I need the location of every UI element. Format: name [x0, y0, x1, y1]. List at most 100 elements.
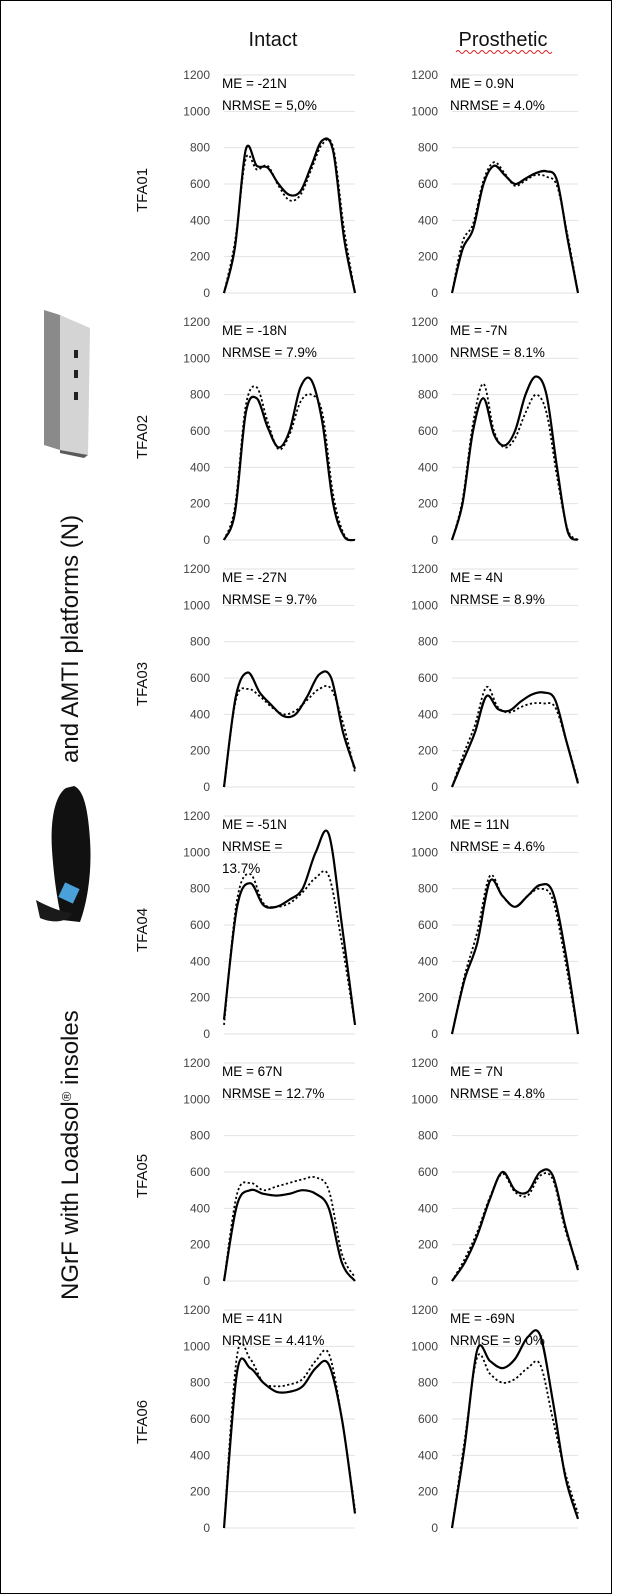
- series-line-dotted: [451, 1172, 579, 1282]
- y-tick-label: 200: [418, 744, 438, 758]
- y-label-part2: insoles: [57, 1010, 84, 1091]
- series-line-solid: [450, 1329, 580, 1529]
- y-tick-label: 1200: [411, 315, 438, 329]
- y-tick-label: 200: [190, 497, 210, 511]
- series-line-dotted: [223, 385, 356, 541]
- y-tick-label: 1200: [411, 1303, 438, 1317]
- chart-panel-tfa03-intact: TFA03 0 200 400 600 800 1000 1200 ME = -27N NRMSE…: [134, 562, 357, 794]
- y-tick-label: 400: [418, 213, 438, 227]
- amti-force-platform-icon: [44, 310, 90, 458]
- y-tick-label: 800: [418, 388, 438, 402]
- series-line-solid: [222, 670, 357, 788]
- y-tick-label: 400: [418, 1201, 438, 1215]
- y-tick-label: 1200: [183, 562, 210, 576]
- y-tick-label: 1200: [411, 809, 438, 823]
- annotation-text: ME = -69N: [450, 1311, 515, 1326]
- y-tick-label: 800: [418, 141, 438, 155]
- series-line-solid: [222, 376, 356, 542]
- y-tick-label: 1000: [183, 104, 210, 118]
- y-label-part3: and AMTI platforms (N): [57, 515, 84, 763]
- y-tick-label: 0: [431, 533, 438, 547]
- y-tick-label: 400: [418, 1448, 438, 1462]
- chart-panel-tfa02-prosthetic: 0 200 400 600 800 1000 1200 ME = -7N NRMSE = 8.1…: [411, 315, 579, 547]
- chart-panel-tfa05-prosthetic: 0 200 400 600 800 1000 1200 ME = 7N NRMSE = 4.8%: [411, 1056, 580, 1288]
- y-tick-label: 600: [418, 1412, 438, 1426]
- annotation-text: ME = 7N: [450, 1064, 503, 1079]
- y-tick-label: 400: [190, 1201, 210, 1215]
- chart-panel-tfa01-prosthetic: 0 200 400 600 800 1000 1200 ME = 0.9N NRMSE = 4.…: [411, 68, 580, 300]
- y-label-part1: NGrF with Loadsol: [57, 1101, 84, 1300]
- row-label: TFA05: [134, 1154, 151, 1198]
- series-line-solid: [450, 164, 580, 294]
- y-tick-label: 1000: [183, 598, 210, 612]
- y-tick-label: 0: [203, 286, 210, 300]
- row-label: TFA04: [134, 908, 151, 952]
- series-line-solid: [450, 878, 580, 1035]
- series-line-dotted: [451, 382, 579, 541]
- y-tick-label: 400: [190, 954, 210, 968]
- row-label: TFA02: [134, 415, 151, 459]
- y-tick-label: 400: [190, 1448, 210, 1462]
- annotation-text: ME = 67N: [222, 1064, 282, 1079]
- series-line-dotted: [451, 686, 579, 788]
- series-line-dotted: [451, 1353, 579, 1529]
- y-tick-label: 400: [190, 707, 210, 721]
- y-tick-label: 1000: [183, 1339, 210, 1353]
- y-tick-label: 800: [190, 635, 210, 649]
- y-tick-label: 600: [190, 671, 210, 685]
- y-tick-label: 1200: [183, 809, 210, 823]
- series-line-dotted: [223, 870, 356, 1026]
- annotation-text: NRMSE = 4.0%: [450, 98, 545, 113]
- y-tick-label: 800: [190, 388, 210, 402]
- annotation-text: NRMSE = 7.9%: [222, 345, 317, 360]
- chart-panel-tfa06-prosthetic: 0 200 400 600 800 1000 1200 ME = -69N NRMSE = 9.…: [411, 1303, 580, 1535]
- annotation-text: ME = -21N: [222, 76, 287, 91]
- annotation-text: NRMSE =: [222, 839, 283, 854]
- y-tick-label: 1000: [411, 598, 438, 612]
- annotation-text: NRMSE = 8.9%: [450, 592, 545, 607]
- y-tick-label: 200: [418, 1238, 438, 1252]
- loadsol-insole-icon: [36, 786, 91, 922]
- y-tick-label: 1200: [183, 1056, 210, 1070]
- annotation-text: ME = 0.9N: [450, 76, 514, 91]
- y-tick-label: 1200: [183, 68, 210, 82]
- series-line-solid: [450, 691, 580, 788]
- chart-panel-tfa02-intact: TFA02 0 200 400 600 800 1000 1200 ME = -18N NRMSE…: [134, 315, 356, 547]
- y-label-registered: ®: [59, 1091, 74, 1101]
- y-tick-label: 1000: [411, 845, 438, 859]
- y-tick-label: 400: [190, 213, 210, 227]
- y-tick-label: 1000: [183, 845, 210, 859]
- chart-panel-tfa01-intact: TFA01 0 200 400 600 800 1000 1200 ME = -21N NRMSE…: [134, 68, 357, 300]
- series-line-dotted: [223, 684, 356, 788]
- y-tick-label: 200: [190, 1485, 210, 1499]
- y-tick-label: 600: [418, 424, 438, 438]
- y-tick-label: 600: [190, 1412, 210, 1426]
- series-line-solid: [222, 829, 357, 1026]
- chart-panel-tfa03-prosthetic: 0 200 400 600 800 1000 1200 ME = 4N NRMSE = 8.9%: [411, 562, 580, 794]
- annotation-text: ME = 4N: [450, 570, 503, 585]
- annotation-text: NRMSE = 4.6%: [450, 839, 545, 854]
- y-tick-label: 1000: [411, 1339, 438, 1353]
- y-tick-label: 800: [418, 882, 438, 896]
- y-tick-label: 400: [418, 707, 438, 721]
- y-tick-label: 600: [418, 671, 438, 685]
- annotation-text: NRMSE = 9.7%: [222, 592, 317, 607]
- chart-panel-tfa04-prosthetic: 0 200 400 600 800 1000 1200 ME = 11N NRMSE = 4.6…: [411, 809, 580, 1041]
- chart-panel-tfa04-intact: TFA04 0 200 400 600 800 1000 1200 ME = -51N NRMSE…: [134, 809, 357, 1041]
- series-line-solid: [451, 1168, 580, 1282]
- y-tick-label: 800: [190, 1129, 210, 1143]
- annotation-text: ME = 41N: [222, 1311, 282, 1326]
- y-tick-label: 0: [203, 1274, 210, 1288]
- column-title-prosthetic: Prosthetic: [459, 29, 548, 51]
- y-axis-label: NGrF with Loadsol® insoles: [57, 1010, 84, 1300]
- y-tick-label: 600: [418, 177, 438, 191]
- y-tick-label: 200: [190, 1238, 210, 1252]
- y-tick-label: 600: [190, 424, 210, 438]
- y-tick-label: 200: [190, 991, 210, 1005]
- chart-panel-tfa06-intact: TFA06 0 200 400 600 800 1000 1200 ME = 41N NRMSE …: [134, 1303, 357, 1535]
- y-tick-label: 800: [190, 141, 210, 155]
- annotation-text: ME = -18N: [222, 323, 287, 338]
- y-tick-label: 200: [190, 744, 210, 758]
